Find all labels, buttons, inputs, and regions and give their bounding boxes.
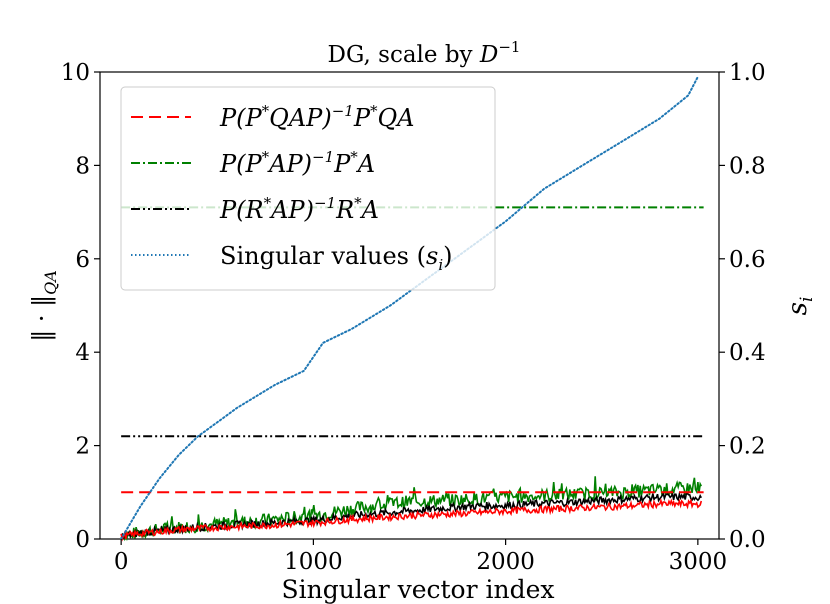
legend-label-1: P(P*AP)−1P*A xyxy=(219,148,375,178)
x-axis-label: Singular vector index xyxy=(281,575,554,604)
y-right-tick-label: 0.8 xyxy=(729,153,766,179)
y-left-tick-label: 2 xyxy=(75,434,90,460)
x-tick-label: 0 xyxy=(114,549,129,575)
x-tick-label: 3000 xyxy=(669,549,728,575)
trace-2 xyxy=(120,490,703,540)
plot-frame xyxy=(99,71,720,540)
x-tick-label: 2000 xyxy=(476,549,535,575)
y-axis-left-label: ‖ · ‖QA xyxy=(28,270,60,342)
trace-1 xyxy=(120,476,703,542)
y-left-tick-label: 0 xyxy=(75,527,90,553)
legend: P(P*QAP)−1P*QA P(P*AP)−1P*A P(R*AP)−1R*A Si… xyxy=(120,86,496,291)
x-tick-label: 1000 xyxy=(284,549,343,575)
y-left-tick-label: 8 xyxy=(75,153,90,179)
legend-label-2: P(R*AP)−1R*A xyxy=(219,194,379,224)
y-right-tick-label: 1.0 xyxy=(729,60,766,86)
plot-area xyxy=(99,71,720,540)
legend-box xyxy=(120,86,496,291)
y-axis-right-label: si xyxy=(783,297,817,316)
series-line-3 xyxy=(120,75,699,540)
axis-layer: 0 1000 2000 3000 0 2 4 6 8 10 0.0 0.2 0.4 0.6 0.8 1.0 xyxy=(61,60,766,575)
legend-label-3: Singular values (si) xyxy=(220,242,453,274)
legend-label-0: P(P*QAP)−1P*QA xyxy=(219,102,415,132)
chart-title: DG, scale by D−1 xyxy=(328,38,521,68)
y-right-tick-label: 0.2 xyxy=(729,434,766,460)
y-left-tick-label: 6 xyxy=(75,247,90,273)
y-left-tick-label: 10 xyxy=(61,60,90,86)
y-right-tick-label: 0.0 xyxy=(729,527,766,553)
y-right-tick-label: 0.4 xyxy=(729,340,766,366)
trace-0 xyxy=(120,497,703,542)
y-left-tick-label: 4 xyxy=(75,340,90,366)
y-right-tick-label: 0.6 xyxy=(729,247,766,273)
